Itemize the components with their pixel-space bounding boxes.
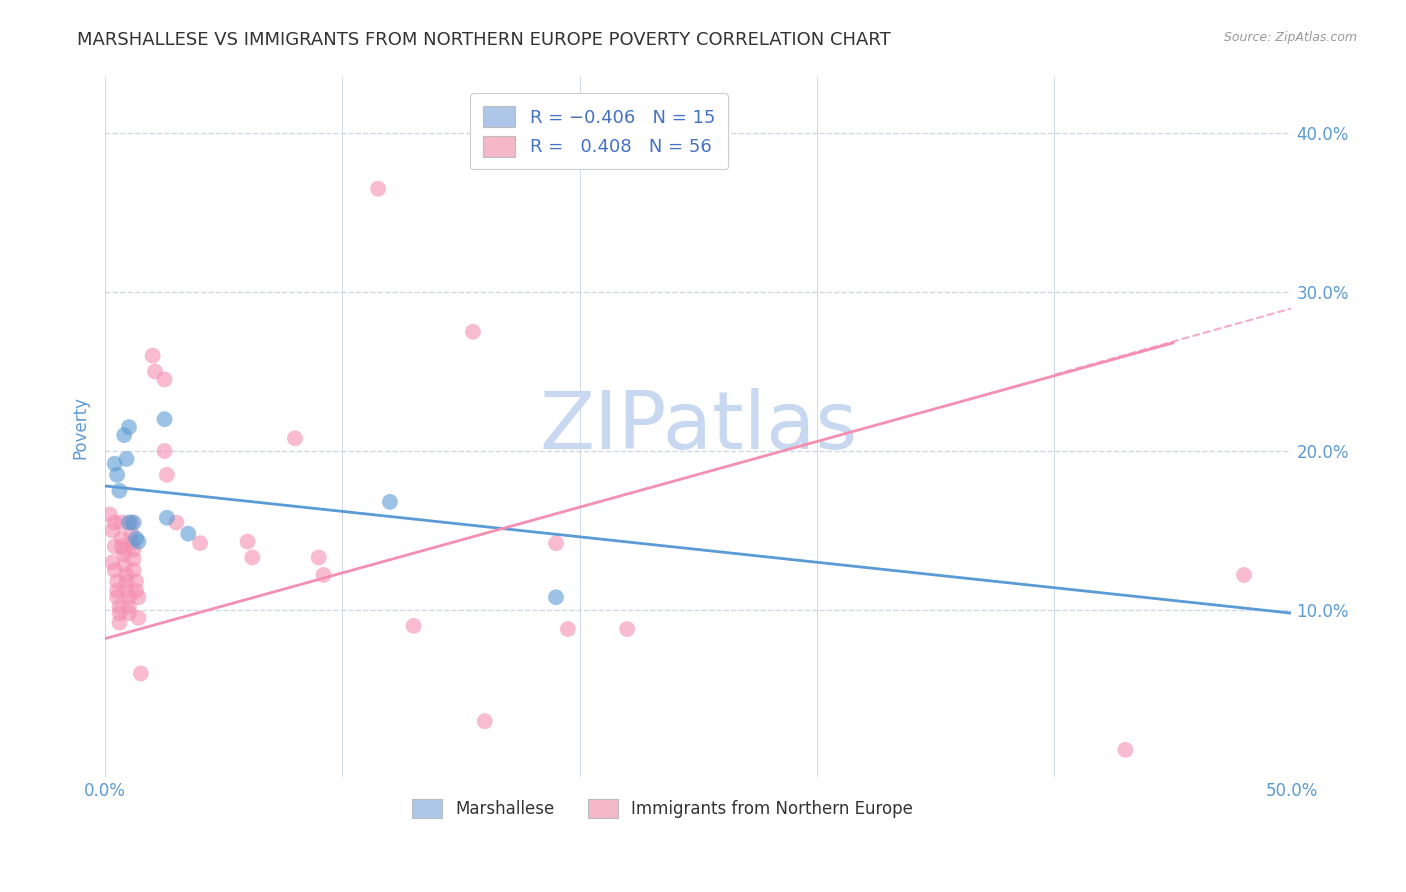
Point	[115, 568, 138, 582]
Point	[98, 508, 121, 522]
Point	[108, 599, 131, 614]
Point	[474, 714, 496, 729]
Point	[118, 606, 141, 620]
Point	[378, 495, 401, 509]
Point	[108, 615, 131, 630]
Point	[236, 534, 259, 549]
Point	[105, 583, 128, 598]
Point	[125, 532, 148, 546]
Point	[120, 526, 142, 541]
Point	[616, 622, 638, 636]
Point	[188, 536, 211, 550]
Point	[461, 325, 484, 339]
Point	[104, 563, 127, 577]
Point	[120, 516, 142, 530]
Point	[142, 349, 165, 363]
Point	[312, 568, 335, 582]
Point	[122, 563, 145, 577]
Text: MARSHALLESE VS IMMIGRANTS FROM NORTHERN EUROPE POVERTY CORRELATION CHART: MARSHALLESE VS IMMIGRANTS FROM NORTHERN …	[77, 31, 891, 49]
Point	[108, 606, 131, 620]
Point	[1114, 743, 1136, 757]
Point	[101, 524, 124, 538]
Point	[111, 516, 134, 530]
Point	[129, 666, 152, 681]
Point	[402, 619, 425, 633]
Point	[115, 452, 138, 467]
Point	[112, 547, 135, 561]
Point	[122, 516, 145, 530]
Point	[544, 591, 567, 605]
Point	[118, 516, 141, 530]
Point	[367, 182, 389, 196]
Point	[127, 611, 149, 625]
Text: ZIPatlas: ZIPatlas	[540, 388, 858, 467]
Point	[165, 516, 187, 530]
Point	[105, 467, 128, 482]
Point	[122, 552, 145, 566]
Point	[112, 542, 135, 557]
Point	[111, 532, 134, 546]
Point	[153, 412, 176, 426]
Point	[122, 542, 145, 557]
Point	[125, 583, 148, 598]
Point	[104, 540, 127, 554]
Point	[156, 510, 179, 524]
Point	[108, 483, 131, 498]
Point	[105, 574, 128, 589]
Point	[101, 555, 124, 569]
Point	[308, 550, 330, 565]
Point	[153, 444, 176, 458]
Point	[240, 550, 263, 565]
Legend: Marshallese, Immigrants from Northern Europe: Marshallese, Immigrants from Northern Eu…	[405, 792, 920, 824]
Point	[115, 574, 138, 589]
Point	[115, 583, 138, 598]
Point	[127, 534, 149, 549]
Point	[112, 428, 135, 442]
Point	[104, 516, 127, 530]
Point	[111, 540, 134, 554]
Point	[544, 536, 567, 550]
Point	[125, 574, 148, 589]
Point	[153, 372, 176, 386]
Point	[118, 591, 141, 605]
Point	[120, 536, 142, 550]
Point	[105, 591, 128, 605]
Point	[557, 622, 579, 636]
Point	[177, 526, 200, 541]
Point	[118, 420, 141, 434]
Point	[284, 431, 307, 445]
Point	[112, 558, 135, 573]
Point	[104, 457, 127, 471]
Point	[118, 599, 141, 614]
Point	[143, 364, 166, 378]
Y-axis label: Poverty: Poverty	[72, 396, 89, 458]
Text: Source: ZipAtlas.com: Source: ZipAtlas.com	[1223, 31, 1357, 45]
Point	[1233, 568, 1256, 582]
Point	[127, 591, 149, 605]
Point	[156, 467, 179, 482]
